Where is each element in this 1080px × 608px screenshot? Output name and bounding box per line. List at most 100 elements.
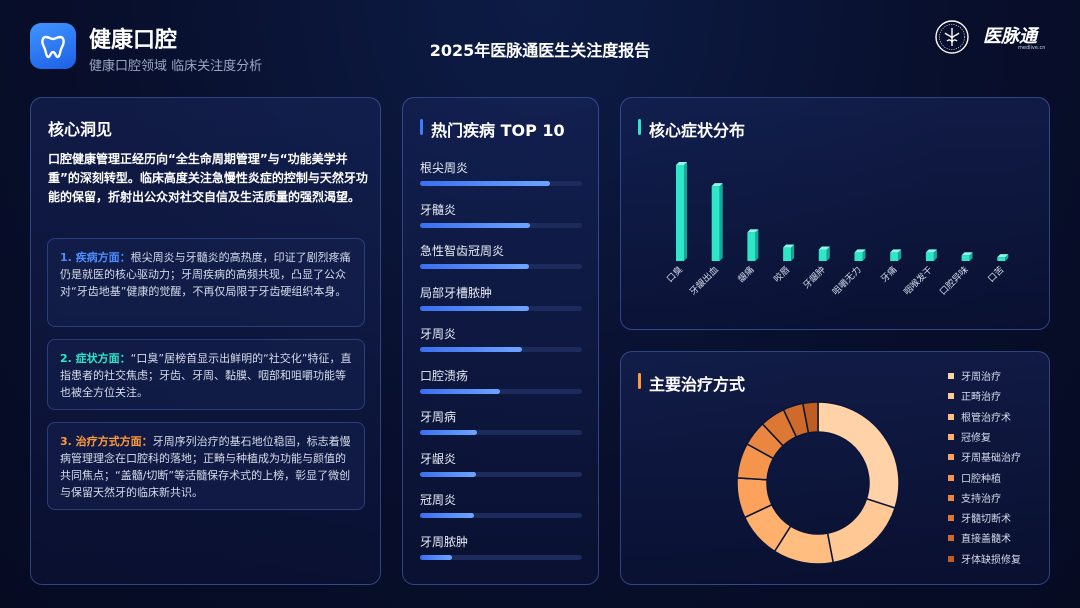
treatment-donut-chart bbox=[736, 401, 900, 565]
disease-bar-track bbox=[420, 181, 582, 186]
disease-label: 牙龈炎 bbox=[420, 451, 457, 466]
insight-heading: 2. 症状方面： bbox=[60, 352, 131, 365]
app-title: 健康口腔 bbox=[89, 28, 178, 53]
disease-bar-track bbox=[420, 347, 582, 352]
legend-swatch bbox=[948, 474, 954, 481]
legend-swatch bbox=[948, 413, 954, 420]
disease-label: 牙周脓肿 bbox=[420, 534, 469, 549]
disease-label: 牙周病 bbox=[420, 410, 457, 424]
insight-text: “口臭”居榜首显示出鲜明的“社交化”特征，直指患者的社交焦虑；牙齿、牙周、黏膜、… bbox=[60, 352, 352, 399]
insights-title: 核心洞见 bbox=[48, 120, 113, 139]
disease-label: 局部牙槽脓肿 bbox=[420, 285, 493, 300]
disease-label: 牙周炎 bbox=[420, 327, 457, 341]
insight-disease-card: 1. 疾病方面：根尖周炎与牙髓炎的高热度，印证了剧烈疼痛仍是就医的核心驱动力；牙… bbox=[47, 238, 365, 327]
disease-label: 急性智齿冠周炎 bbox=[420, 244, 505, 258]
legend-item: 牙髓切断术 bbox=[948, 514, 1011, 526]
disease-label: 根尖周炎 bbox=[420, 161, 469, 175]
insight-treatment-card: 3. 治疗方式方面：牙周序列治疗的基石地位稳固，标志着慢病管理理念在口腔科的落地… bbox=[47, 422, 365, 510]
symptom-label: 牙龈肿 bbox=[800, 264, 828, 292]
disease-bar bbox=[420, 388, 501, 394]
disease-row: 牙周病 bbox=[420, 408, 585, 435]
symptom-bar bbox=[890, 249, 902, 261]
symptom-bar-chart: 口臭 牙龈出血 龈痛 咬唇 牙龈肿 咀嚼无力 牙痛 咽喉发干 口腔异味 口苦 bbox=[664, 162, 1009, 298]
disease-row: 牙周脓肿 bbox=[420, 533, 585, 560]
symptom-label: 龈痛 bbox=[735, 264, 756, 285]
tooth-icon bbox=[41, 35, 65, 59]
legend-swatch bbox=[948, 555, 954, 562]
legend-item: 支持治疗 bbox=[948, 494, 1001, 506]
legend-swatch bbox=[948, 454, 954, 461]
symptom-label: 牙痛 bbox=[878, 264, 899, 285]
legend-swatch bbox=[948, 373, 954, 379]
symptom-bar bbox=[747, 229, 759, 261]
title-accent-bar bbox=[638, 373, 641, 389]
disease-bar-track bbox=[420, 430, 582, 435]
disease-bar bbox=[420, 554, 453, 560]
symptom-bar bbox=[783, 244, 795, 261]
disease-bar-track bbox=[420, 513, 582, 518]
title-accent-bar bbox=[638, 119, 641, 135]
disease-bar bbox=[420, 181, 550, 186]
legend-swatch bbox=[948, 393, 954, 400]
symptom-label: 口苦 bbox=[985, 264, 1006, 285]
legend-item: 牙周基础治疗 bbox=[948, 453, 1021, 465]
disease-row: 根尖周炎 bbox=[420, 159, 585, 186]
legend-item: 直接盖髓术 bbox=[948, 534, 1011, 546]
disease-bar bbox=[420, 222, 531, 228]
symptom-label: 口腔异味 bbox=[937, 264, 971, 298]
insight-symptom-card: 2. 症状方面：“口臭”居榜首显示出鲜明的“社交化”特征，直指患者的社交焦虑；牙… bbox=[47, 339, 365, 410]
disease-bar-track bbox=[420, 554, 582, 560]
disease-bar-track bbox=[420, 222, 582, 228]
disease-bar-track bbox=[420, 305, 582, 311]
disease-row: 口腔溃疡 bbox=[420, 367, 585, 394]
symptoms-card: 核心症状分布 口臭 牙龈出血 龈痛 咬唇 牙龈肿 咀嚼无力 牙痛 咽喉发干 口腔异味 口苦 bbox=[620, 97, 1050, 330]
symptom-bar bbox=[925, 249, 937, 261]
legend-label: 正畸治疗 bbox=[961, 392, 1001, 404]
legend-item: 正畸治疗 bbox=[948, 392, 1001, 404]
symptom-bar bbox=[997, 254, 1009, 261]
symptom-bar bbox=[676, 162, 687, 261]
insight-heading: 1. 疾病方面： bbox=[60, 251, 131, 264]
top10-card: 热门疾病 TOP 10 根尖周炎牙髓炎急性智齿冠周炎 局部牙槽脓肿 牙周炎口腔溃疡牙… bbox=[402, 97, 599, 585]
legend-item: 牙体缺损修复 bbox=[948, 555, 1021, 567]
top10-title: 热门疾病 TOP 10 bbox=[431, 121, 565, 140]
disease-label: 口腔溃疡 bbox=[420, 368, 469, 383]
medlive-url: medlive.cn bbox=[1018, 45, 1046, 51]
legend-label: 牙周基础治疗 bbox=[961, 453, 1021, 465]
insights-intro: 口腔健康管理正经历向“全生命周期管理”与“功能美学并重”的深刻转型。临床高度关注… bbox=[48, 152, 368, 204]
donut-slice bbox=[817, 401, 900, 509]
legend-label: 牙髓切断术 bbox=[961, 514, 1011, 526]
disease-row: 牙髓炎 bbox=[420, 201, 585, 228]
insight-text: 牙周序列治疗的基石地位稳固，标志着慢病管理理念在口腔科的落地；正畸与种植成为功能… bbox=[60, 435, 351, 499]
disease-row: 牙周炎 bbox=[420, 325, 585, 352]
symptom-label: 牙龈出血 bbox=[687, 264, 721, 298]
symptoms-title: 核心症状分布 bbox=[649, 121, 746, 140]
disease-row: 冠周炎 bbox=[420, 491, 585, 518]
disease-bar bbox=[420, 430, 478, 435]
app-icon bbox=[30, 23, 76, 69]
title-accent-bar bbox=[420, 119, 423, 135]
symptom-bar bbox=[711, 183, 723, 261]
legend-label: 直接盖髓术 bbox=[961, 534, 1011, 546]
legend-label: 牙体缺损修复 bbox=[961, 554, 1021, 566]
symptom-label: 咽喉发干 bbox=[901, 264, 935, 298]
donut-slice bbox=[826, 497, 896, 564]
disease-row: 急性智齿冠周炎 bbox=[420, 242, 585, 269]
disease-label: 牙髓炎 bbox=[420, 202, 457, 217]
disease-bar bbox=[420, 347, 523, 352]
symptom-bar bbox=[818, 246, 830, 261]
legend-item: 牙周治疗 bbox=[948, 372, 1001, 384]
symptom-bar bbox=[961, 252, 973, 261]
disease-bar-track bbox=[420, 264, 582, 269]
symptom-label: 咬唇 bbox=[771, 264, 792, 285]
legend-label: 冠修复 bbox=[961, 432, 991, 444]
insight-heading: 3. 治疗方式方面： bbox=[60, 435, 153, 448]
legend-swatch bbox=[948, 515, 954, 522]
medlive-logo: 医脉通 bbox=[983, 26, 1037, 47]
report-title: 2025年医脉通医生关注度报告 bbox=[429, 41, 651, 60]
disease-bar bbox=[420, 513, 475, 518]
legend-label: 支持治疗 bbox=[961, 493, 1001, 505]
treatments-title: 主要治疗方式 bbox=[649, 375, 746, 394]
legend-swatch bbox=[948, 433, 954, 440]
disease-row: 局部牙槽脓肿 bbox=[420, 284, 585, 311]
